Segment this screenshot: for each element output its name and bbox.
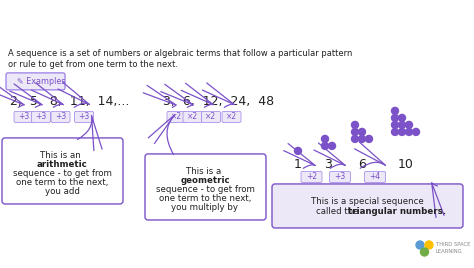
Text: ×2: ×2 <box>226 112 237 121</box>
Text: 10: 10 <box>398 158 413 171</box>
Circle shape <box>358 135 365 142</box>
FancyBboxPatch shape <box>272 184 463 228</box>
Circle shape <box>321 142 328 150</box>
Text: +3: +3 <box>36 112 46 121</box>
Text: +2: +2 <box>306 172 317 181</box>
Text: triangular numbers.: triangular numbers. <box>348 207 446 216</box>
FancyBboxPatch shape <box>14 111 33 122</box>
Circle shape <box>392 114 399 121</box>
FancyBboxPatch shape <box>74 111 93 122</box>
Text: sequence - to get from: sequence - to get from <box>155 185 255 194</box>
Text: ×2: ×2 <box>171 112 182 121</box>
Circle shape <box>392 121 399 128</box>
Text: 1: 1 <box>294 158 302 171</box>
Text: or rule to get from one term to the next.: or rule to get from one term to the next… <box>8 60 178 69</box>
Circle shape <box>420 248 428 256</box>
Text: +3: +3 <box>78 112 90 121</box>
Text: called the: called the <box>316 207 362 216</box>
Text: This is a: This is a <box>186 167 224 176</box>
FancyBboxPatch shape <box>201 111 220 122</box>
Circle shape <box>352 128 358 135</box>
Text: sequence - to get from: sequence - to get from <box>13 169 111 178</box>
Text: one term to the next,: one term to the next, <box>16 178 108 187</box>
FancyBboxPatch shape <box>6 73 65 90</box>
FancyBboxPatch shape <box>31 111 51 122</box>
Circle shape <box>392 128 399 135</box>
Text: ×2: ×2 <box>187 112 198 121</box>
Text: Sequences: Sequences <box>10 11 146 31</box>
Text: you add: you add <box>45 187 80 196</box>
Text: geometric: geometric <box>180 176 230 185</box>
Circle shape <box>399 121 405 128</box>
Circle shape <box>358 128 365 135</box>
Text: THIRD SPACE
LEARNING: THIRD SPACE LEARNING <box>436 242 470 254</box>
Circle shape <box>425 241 433 249</box>
Circle shape <box>352 135 358 142</box>
FancyBboxPatch shape <box>301 172 322 183</box>
Text: +3: +3 <box>55 112 66 121</box>
FancyBboxPatch shape <box>222 111 241 122</box>
Text: A sequence is a set of numbers or algebraic terms that follow a particular patte: A sequence is a set of numbers or algebr… <box>8 49 352 58</box>
Text: ✎ Examples: ✎ Examples <box>17 77 65 86</box>
Text: This is a special sequence: This is a special sequence <box>310 197 423 206</box>
Circle shape <box>405 121 412 128</box>
Text: 2,  5,  8,  11,  14,...: 2, 5, 8, 11, 14,... <box>10 95 129 108</box>
Circle shape <box>321 135 328 142</box>
Circle shape <box>405 128 412 135</box>
FancyBboxPatch shape <box>145 154 266 220</box>
Circle shape <box>352 121 358 128</box>
FancyBboxPatch shape <box>2 138 123 204</box>
Text: arithmetic: arithmetic <box>36 160 87 169</box>
FancyBboxPatch shape <box>329 172 350 183</box>
Text: +3: +3 <box>334 172 346 181</box>
Circle shape <box>294 147 301 154</box>
Text: 3: 3 <box>325 158 332 171</box>
Circle shape <box>416 241 424 249</box>
FancyBboxPatch shape <box>167 111 186 122</box>
FancyBboxPatch shape <box>365 172 385 183</box>
Circle shape <box>412 128 419 135</box>
Circle shape <box>392 107 399 114</box>
Circle shape <box>399 114 405 121</box>
Text: ×2: ×2 <box>205 112 217 121</box>
Text: one term to the next,: one term to the next, <box>159 194 251 203</box>
Text: 6: 6 <box>358 158 366 171</box>
Text: 3,  6,  12,  24,  48: 3, 6, 12, 24, 48 <box>163 95 274 108</box>
Circle shape <box>399 128 405 135</box>
FancyBboxPatch shape <box>183 111 202 122</box>
Text: you multiply by: you multiply by <box>172 203 238 212</box>
Circle shape <box>365 135 373 142</box>
Text: +4: +4 <box>369 172 381 181</box>
Circle shape <box>328 142 336 150</box>
Text: This is an: This is an <box>40 151 84 160</box>
FancyBboxPatch shape <box>51 111 70 122</box>
Text: +3: +3 <box>18 112 29 121</box>
